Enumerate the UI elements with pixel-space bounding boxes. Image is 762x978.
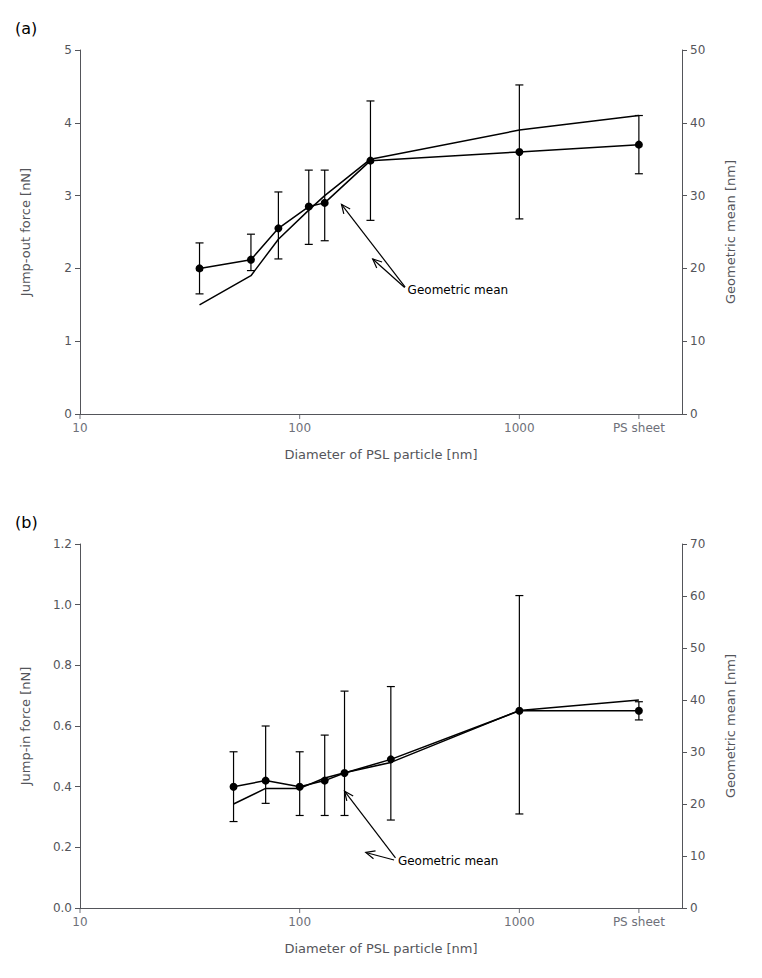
svg-text:Jump-out force [nN]: Jump-out force [nN] [18, 168, 33, 297]
svg-text:0: 0 [64, 407, 72, 421]
svg-text:0.8: 0.8 [53, 658, 72, 672]
svg-text:Geometric mean [nm]: Geometric mean [nm] [723, 654, 738, 798]
svg-text:PS sheet: PS sheet [613, 421, 665, 435]
svg-text:1.0: 1.0 [53, 598, 72, 612]
svg-text:Jump-in force [nN]: Jump-in force [nN] [18, 667, 33, 787]
svg-text:0.4: 0.4 [53, 780, 72, 794]
svg-text:5: 5 [64, 43, 72, 57]
svg-text:10: 10 [690, 334, 705, 348]
svg-text:0: 0 [690, 901, 698, 915]
svg-text:1000: 1000 [504, 421, 535, 435]
svg-text:30: 30 [690, 189, 705, 203]
svg-text:0.0: 0.0 [53, 901, 72, 915]
svg-text:Diameter of PSL particle [nm]: Diameter of PSL particle [nm] [284, 941, 477, 956]
svg-text:3: 3 [64, 189, 72, 203]
svg-text:100: 100 [288, 421, 311, 435]
svg-text:40: 40 [690, 116, 705, 130]
svg-text:Geometric mean: Geometric mean [408, 283, 509, 297]
svg-text:0.6: 0.6 [53, 719, 72, 733]
svg-text:20: 20 [690, 261, 705, 275]
svg-text:Geometric mean [nm]: Geometric mean [nm] [723, 160, 738, 304]
svg-text:(a): (a) [15, 19, 37, 38]
svg-text:20: 20 [690, 797, 705, 811]
svg-text:4: 4 [64, 116, 72, 130]
svg-text:Geometric mean: Geometric mean [398, 854, 499, 868]
svg-text:1000: 1000 [504, 915, 535, 929]
svg-text:10: 10 [72, 915, 87, 929]
svg-text:0.2: 0.2 [53, 840, 72, 854]
svg-text:PS sheet: PS sheet [613, 915, 665, 929]
svg-text:40: 40 [690, 693, 705, 707]
svg-text:1: 1 [64, 334, 72, 348]
svg-text:30: 30 [690, 745, 705, 759]
svg-text:2: 2 [64, 261, 72, 275]
svg-text:1.2: 1.2 [53, 537, 72, 551]
svg-text:(b): (b) [15, 513, 38, 532]
svg-text:60: 60 [690, 589, 705, 603]
svg-text:10: 10 [690, 849, 705, 863]
svg-text:50: 50 [690, 43, 705, 57]
svg-text:100: 100 [288, 915, 311, 929]
svg-text:50: 50 [690, 641, 705, 655]
svg-text:70: 70 [690, 537, 705, 551]
svg-text:10: 10 [72, 421, 87, 435]
svg-text:Diameter of PSL particle [nm]: Diameter of PSL particle [nm] [284, 447, 477, 462]
svg-text:0: 0 [690, 407, 698, 421]
